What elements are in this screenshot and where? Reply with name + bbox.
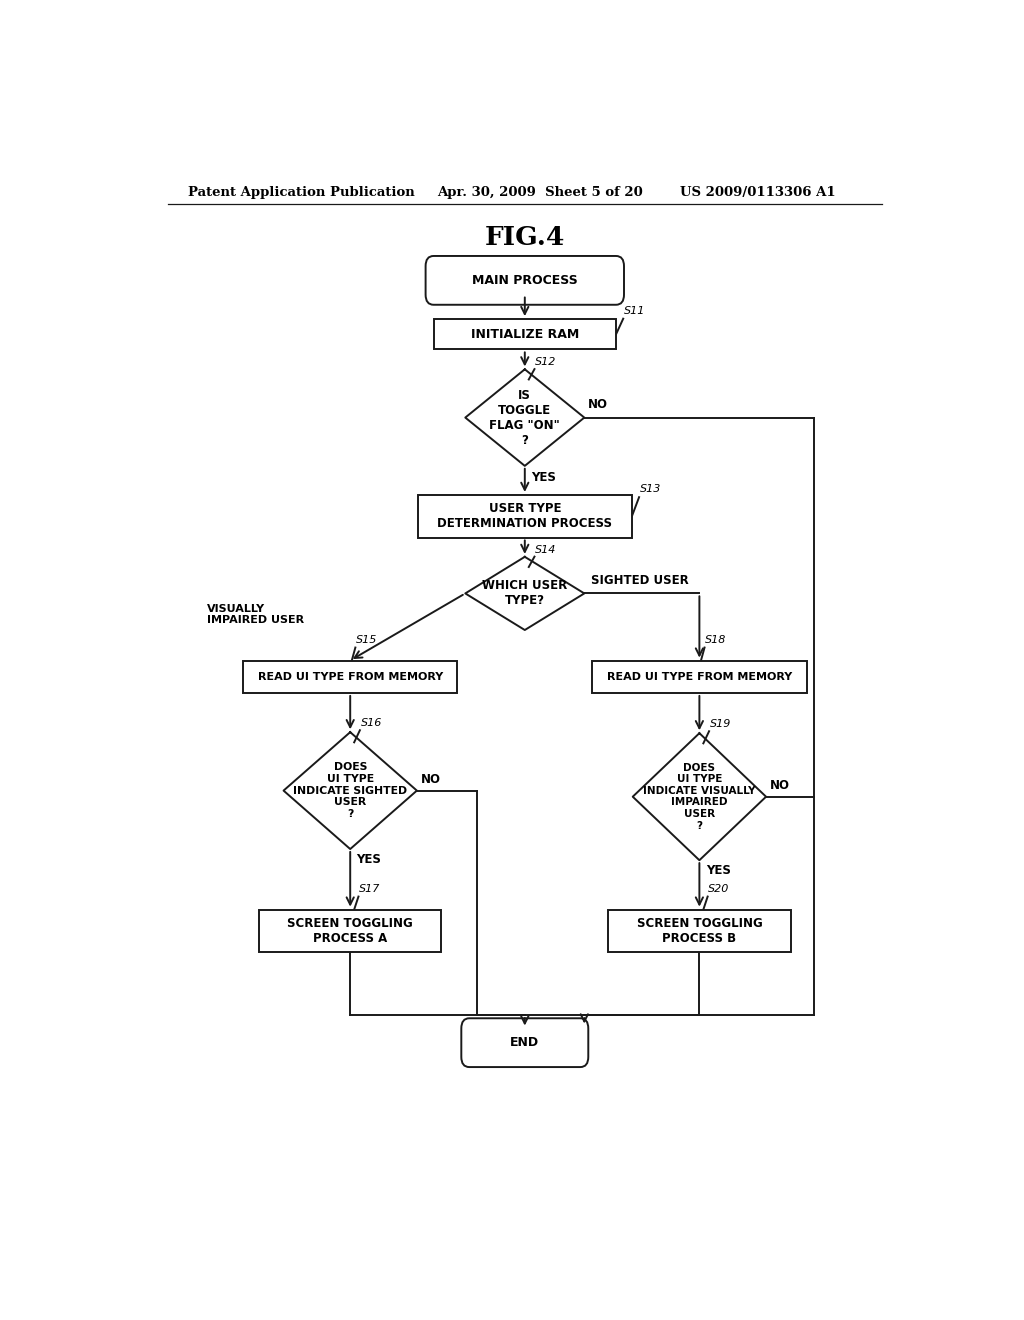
Text: INITIALIZE RAM: INITIALIZE RAM <box>471 327 579 341</box>
Bar <box>592 660 807 693</box>
Text: DOES
UI TYPE
INDICATE SIGHTED
USER
?: DOES UI TYPE INDICATE SIGHTED USER ? <box>293 763 408 818</box>
Text: YES: YES <box>531 471 556 484</box>
Bar <box>433 319 616 350</box>
Text: DOES
UI TYPE
INDICATE VISUALLY
IMPAIRED
USER
?: DOES UI TYPE INDICATE VISUALLY IMPAIRED … <box>643 763 756 830</box>
Polygon shape <box>284 733 417 849</box>
Text: FIG.4: FIG.4 <box>484 226 565 251</box>
Text: US 2009/0113306 A1: US 2009/0113306 A1 <box>680 186 836 199</box>
Text: SCREEN TOGGLING
PROCESS B: SCREEN TOGGLING PROCESS B <box>637 917 762 945</box>
Text: WHICH USER
TYPE?: WHICH USER TYPE? <box>482 579 567 607</box>
Text: VISUALLY
IMPAIRED USER: VISUALLY IMPAIRED USER <box>207 603 304 626</box>
Text: S16: S16 <box>360 718 382 729</box>
Text: S18: S18 <box>705 635 726 645</box>
Text: S19: S19 <box>710 719 731 729</box>
Text: Apr. 30, 2009  Sheet 5 of 20: Apr. 30, 2009 Sheet 5 of 20 <box>437 186 643 199</box>
Text: MAIN PROCESS: MAIN PROCESS <box>472 273 578 286</box>
Text: NO: NO <box>421 772 441 785</box>
Text: END: END <box>510 1036 540 1049</box>
Polygon shape <box>465 557 585 630</box>
Text: SIGHTED USER: SIGHTED USER <box>591 574 688 587</box>
Polygon shape <box>633 733 766 861</box>
Polygon shape <box>465 370 585 466</box>
Bar <box>243 660 458 693</box>
Text: YES: YES <box>706 865 730 878</box>
Text: READ UI TYPE FROM MEMORY: READ UI TYPE FROM MEMORY <box>258 672 442 681</box>
FancyBboxPatch shape <box>426 256 624 305</box>
Text: Patent Application Publication: Patent Application Publication <box>187 186 415 199</box>
Text: IS
TOGGLE
FLAG "ON"
?: IS TOGGLE FLAG "ON" ? <box>489 388 560 446</box>
Text: S15: S15 <box>355 635 377 645</box>
Text: S12: S12 <box>536 358 556 367</box>
Text: USER TYPE
DETERMINATION PROCESS: USER TYPE DETERMINATION PROCESS <box>437 502 612 531</box>
Text: S11: S11 <box>624 306 645 315</box>
Bar <box>418 495 632 537</box>
Bar <box>259 909 441 952</box>
Text: NO: NO <box>770 779 791 792</box>
Text: S17: S17 <box>359 884 380 894</box>
Bar <box>608 909 791 952</box>
Text: S13: S13 <box>640 484 662 494</box>
Text: NO: NO <box>588 399 608 412</box>
Text: SCREEN TOGGLING
PROCESS A: SCREEN TOGGLING PROCESS A <box>288 917 413 945</box>
Text: YES: YES <box>356 853 381 866</box>
Text: S20: S20 <box>709 884 729 894</box>
Text: READ UI TYPE FROM MEMORY: READ UI TYPE FROM MEMORY <box>607 672 792 681</box>
Text: S14: S14 <box>536 545 556 554</box>
FancyBboxPatch shape <box>461 1018 588 1067</box>
